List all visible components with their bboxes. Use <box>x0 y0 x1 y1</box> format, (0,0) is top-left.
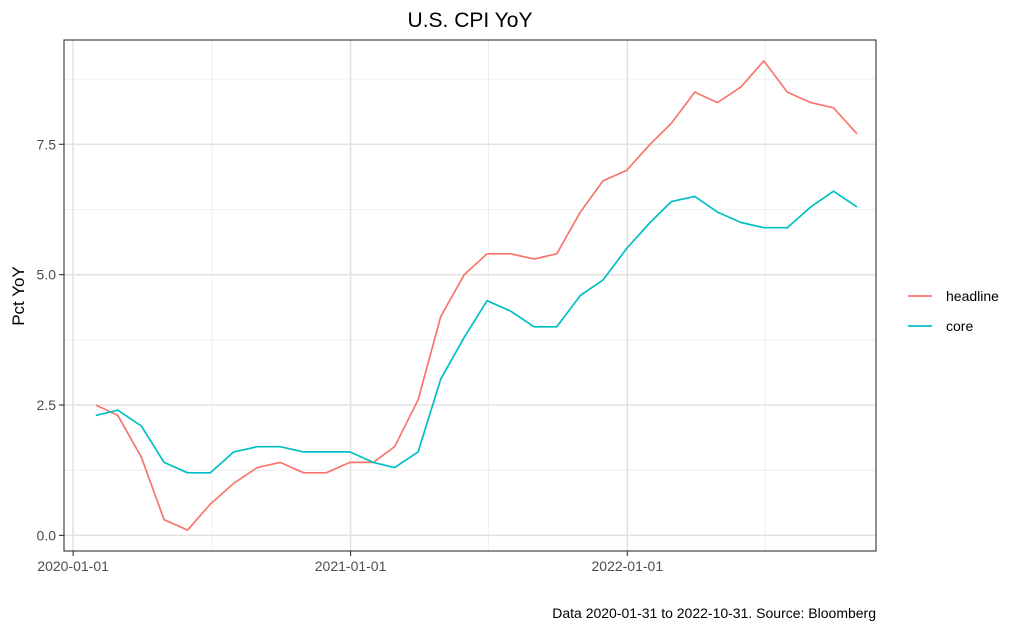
legend-label-headline: headline <box>946 288 999 304</box>
chart-title: U.S. CPI YoY <box>408 9 533 32</box>
x-tick-label: 2022-01-01 <box>592 558 664 574</box>
y-tick-label: 7.5 <box>37 136 57 152</box>
x-tick-label: 2020-01-01 <box>37 558 109 574</box>
y-axis-title: Pct YoY <box>9 266 28 326</box>
series-line-core <box>95 190 858 474</box>
y-tick-label: 0.0 <box>37 527 57 543</box>
plot-border <box>63 39 877 552</box>
chart-caption: Data 2020-01-31 to 2022-10-31. Source: B… <box>552 605 876 621</box>
legend: headline core <box>908 288 999 334</box>
legend-label-core: core <box>946 318 973 334</box>
y-tick-label: 2.5 <box>37 397 57 413</box>
plot-panel <box>64 40 876 551</box>
series-lines <box>95 60 858 531</box>
axis-ticks: 2020-01-01 2021-01-01 2022-01-01 0.0 2.5 5.0 7… <box>37 136 664 574</box>
grid-lines <box>64 40 876 551</box>
x-tick-label: 2021-01-01 <box>315 558 387 574</box>
y-tick-label: 5.0 <box>37 267 57 283</box>
series-line-headline <box>95 60 858 531</box>
